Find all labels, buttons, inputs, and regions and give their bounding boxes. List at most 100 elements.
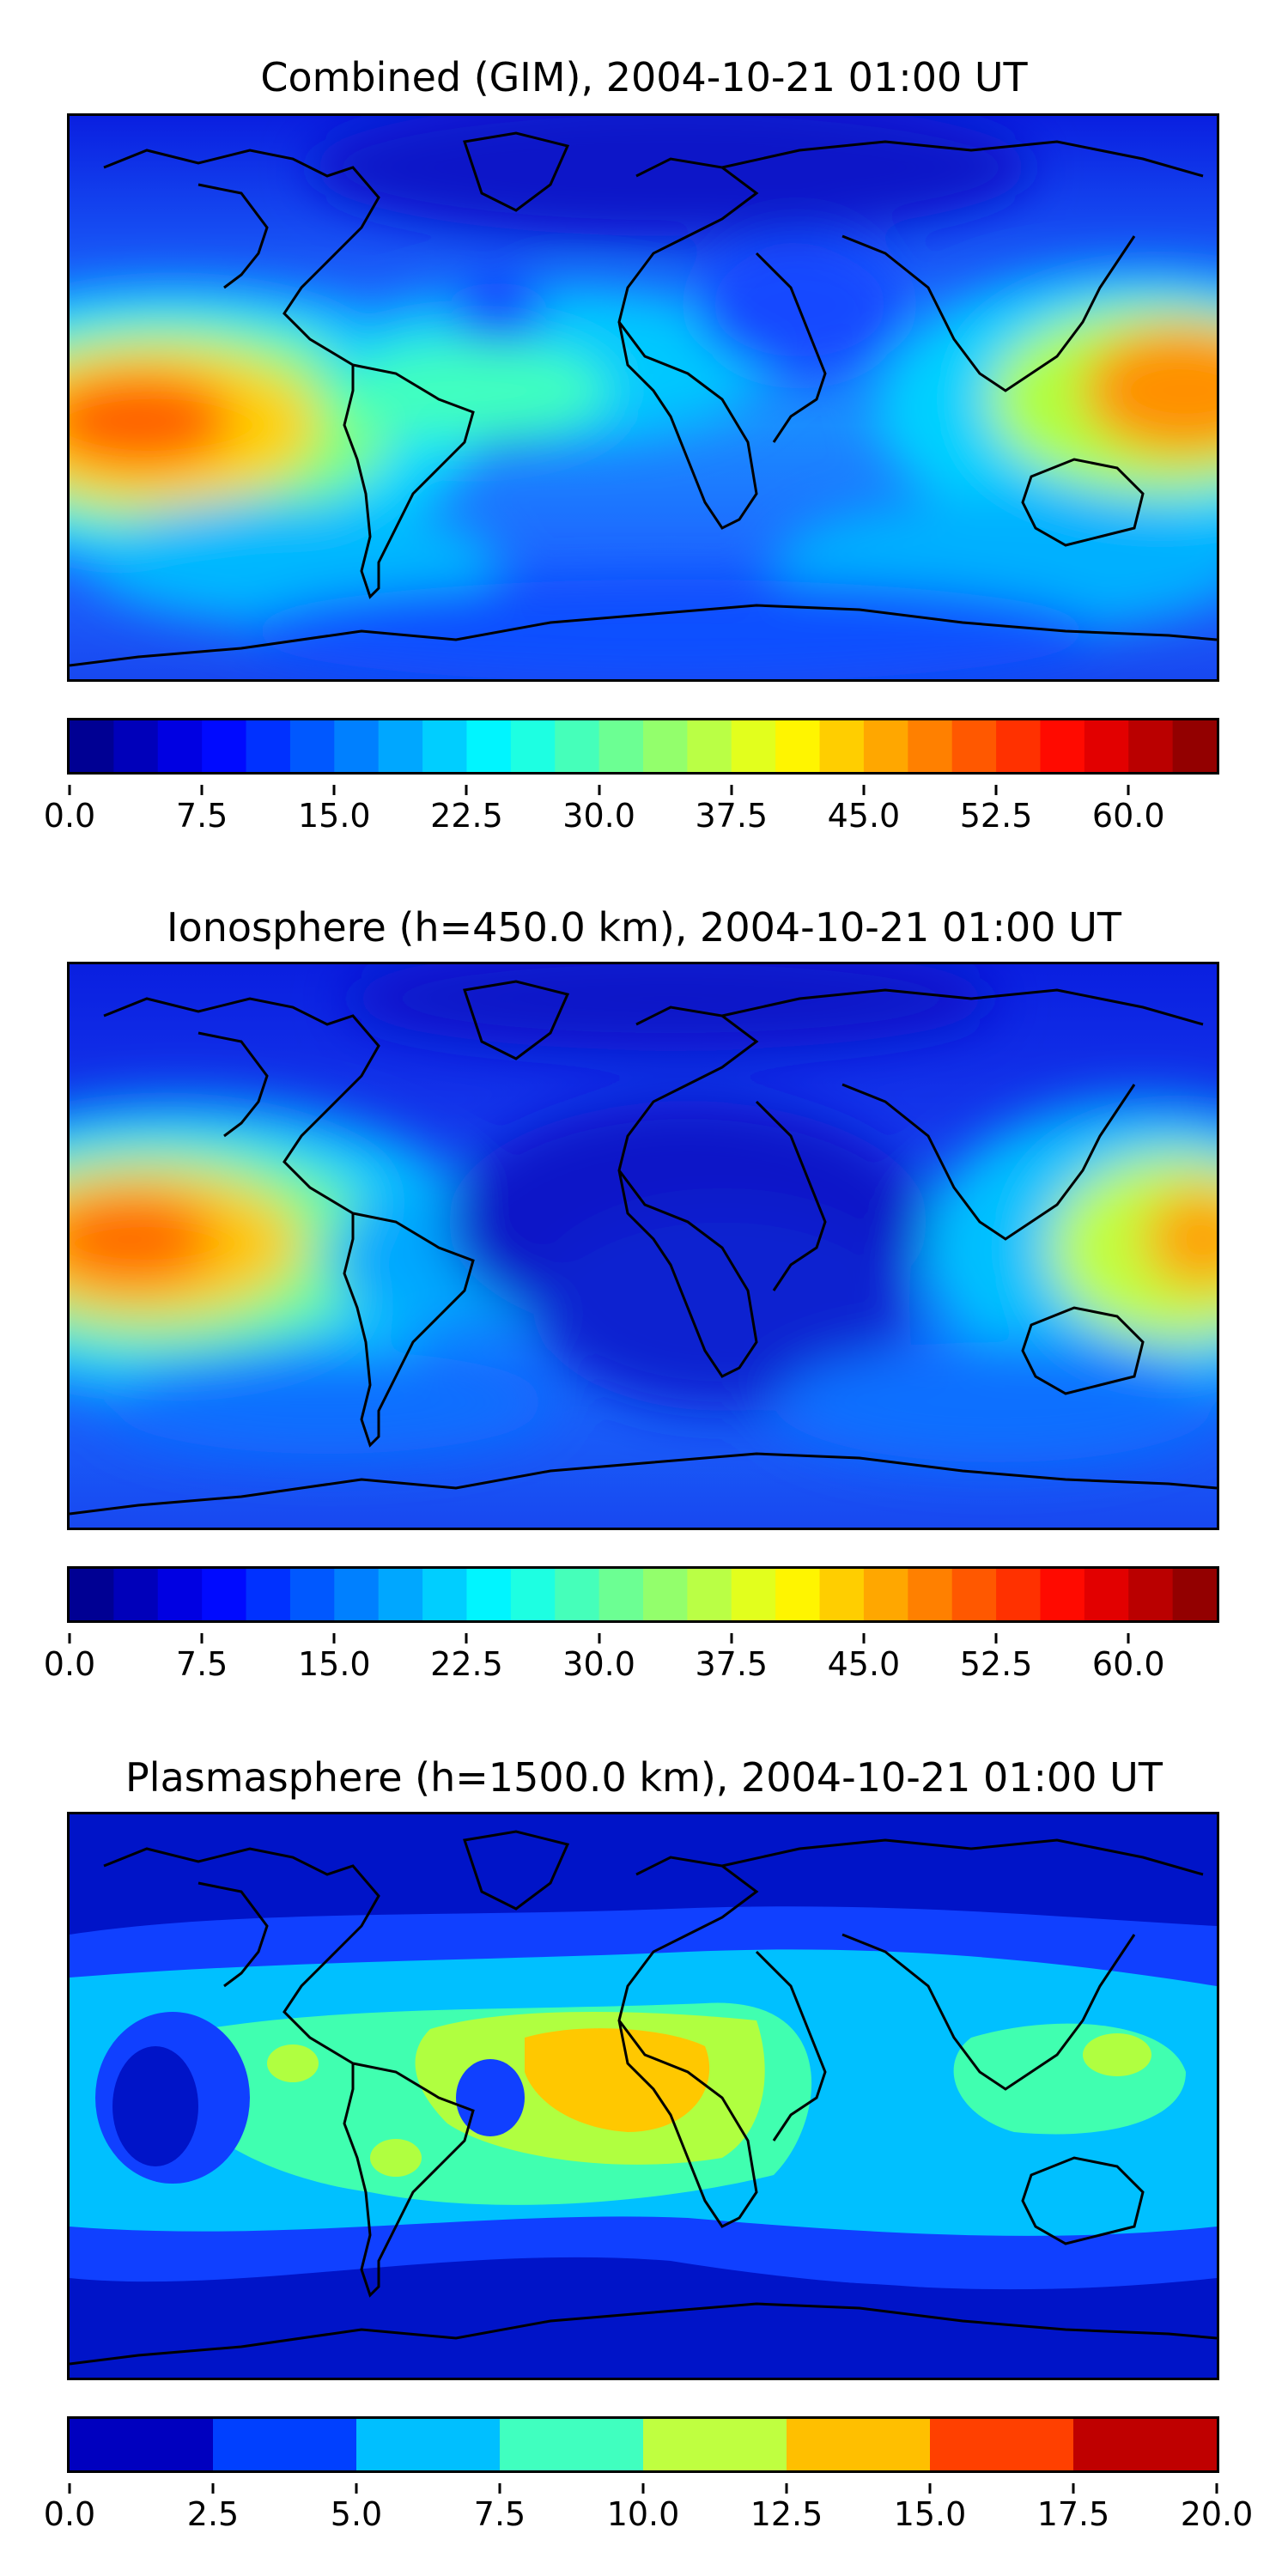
- colorbar-tick-label: 22.5: [430, 1645, 503, 1683]
- colorbar-level-15: [731, 1569, 776, 1620]
- colorbar-tick-label: 0.0: [43, 2495, 96, 2533]
- colorbar-level-24: [1128, 1569, 1174, 1620]
- colorbar-level-0: [70, 720, 114, 772]
- panel-3-colorbar: [67, 2416, 1219, 2473]
- colorbar-tick-label: 45.0: [827, 1645, 901, 1683]
- panel-1-map: [67, 113, 1219, 682]
- colorbar-level-17: [819, 720, 865, 772]
- colorbar-level-0: [70, 2419, 214, 2470]
- colorbar-tick-mark: [785, 2483, 788, 2494]
- colorbar-tick-mark: [994, 1633, 998, 1643]
- colorbar-tick-label: 15.0: [297, 797, 371, 835]
- colorbar-level-4: [246, 1569, 291, 1620]
- colorbar-tick-mark: [1127, 1633, 1130, 1643]
- colorbar-level-23: [1084, 720, 1129, 772]
- colorbar-level-17: [819, 1569, 865, 1620]
- colorbar-tick-label: 30.0: [562, 1645, 635, 1683]
- colorbar-level-23: [1084, 1569, 1129, 1620]
- panel-3-map: [67, 1812, 1219, 2380]
- colorbar-level-1: [213, 2419, 357, 2470]
- colorbar-level-12: [598, 1569, 644, 1620]
- colorbar-tick-label: 37.5: [695, 797, 769, 835]
- colorbar-tick-label: 7.5: [473, 2495, 526, 2533]
- colorbar-level-14: [687, 720, 732, 772]
- panel-2-colorbar-ticks: 0.0 7.5 15.0 22.5 30.0 37.5 45.0 52.5 60.0: [0, 1633, 1288, 1697]
- colorbar-level-4: [643, 2419, 787, 2470]
- colorbar-level-19: [908, 720, 953, 772]
- colorbar-level-22: [1040, 720, 1085, 772]
- colorbar-tick-label: 10.0: [606, 2495, 680, 2533]
- colorbar-tick-mark: [641, 2483, 645, 2494]
- colorbar-tick-mark: [465, 785, 468, 795]
- panel-2-field: [70, 964, 1217, 1462]
- colorbar-tick-label: 20.0: [1180, 2495, 1254, 2533]
- colorbar-level-15: [731, 720, 776, 772]
- colorbar-tick-mark: [730, 785, 733, 795]
- colorbar-tick-mark: [68, 2483, 71, 2494]
- colorbar-level-2: [157, 1569, 203, 1620]
- colorbar-tick-label: 5.0: [330, 2495, 383, 2533]
- colorbar-level-19: [908, 1569, 953, 1620]
- panel-1-field: [70, 116, 1217, 679]
- colorbar-tick-mark: [200, 1633, 204, 1643]
- colorbar-level-1: [113, 1569, 159, 1620]
- colorbar-level-5: [289, 1569, 335, 1620]
- colorbar-level-5: [787, 2419, 931, 2470]
- panel-3-map-svg: [70, 1814, 1217, 2378]
- panel-1-colorbar: [67, 718, 1219, 775]
- colorbar-level-20: [951, 1569, 997, 1620]
- colorbar-tick-mark: [1072, 2483, 1075, 2494]
- colorbar-tick-mark: [332, 785, 336, 795]
- colorbar-level-14: [687, 1569, 732, 1620]
- colorbar-level-2: [356, 2419, 501, 2470]
- colorbar-level-13: [643, 1569, 688, 1620]
- panel-2-colorbar-svg: [70, 1569, 1217, 1620]
- colorbar-tick-label: 0.0: [43, 1645, 96, 1683]
- colorbar-level-21: [996, 720, 1042, 772]
- colorbar-tick-label: 60.0: [1091, 1645, 1165, 1683]
- colorbar-level-7: [378, 1569, 423, 1620]
- colorbar-level-25: [1172, 1569, 1217, 1620]
- colorbar-level-21: [996, 1569, 1042, 1620]
- colorbar-level-18: [863, 1569, 908, 1620]
- panel-1-colorbar-ticks: 0.0 7.5 15.0 22.5 30.0 37.5 45.0 52.5 60.0: [0, 785, 1288, 848]
- colorbar-level-25: [1172, 720, 1217, 772]
- panel-2-title: Ionosphere (h=450.0 km), 2004-10-21 01:0…: [167, 904, 1121, 951]
- colorbar-tick-mark: [862, 785, 866, 795]
- colorbar-tick-label: 52.5: [959, 1645, 1033, 1683]
- panel-3-field: [70, 1814, 1217, 2378]
- colorbar-level-10: [510, 720, 556, 772]
- colorbar-level-5: [289, 720, 335, 772]
- colorbar-tick-label: 0.0: [43, 797, 96, 835]
- panel-2-coastlines: [70, 980, 1217, 1516]
- colorbar-level-11: [555, 720, 600, 772]
- colorbar-level-6: [334, 1569, 380, 1620]
- colorbar-tick-label: 37.5: [695, 1645, 769, 1683]
- panel-1-coastlines: [70, 131, 1217, 667]
- colorbar-tick-mark: [994, 785, 998, 795]
- colorbar-tick-label: 30.0: [562, 797, 635, 835]
- colorbar-tick-mark: [928, 2483, 932, 2494]
- colorbar-level-9: [466, 720, 512, 772]
- colorbar-level-16: [775, 720, 821, 772]
- colorbar-level-6: [334, 720, 380, 772]
- colorbar-level-3: [500, 2419, 644, 2470]
- colorbar-tick-label: 60.0: [1091, 797, 1165, 835]
- colorbar-level-13: [643, 720, 688, 772]
- colorbar-tick-mark: [730, 1633, 733, 1643]
- colorbar-tick-label: 7.5: [175, 797, 228, 835]
- colorbar-level-4: [246, 720, 291, 772]
- panel-1-map-svg: [70, 116, 1217, 679]
- colorbar-tick-mark: [598, 1633, 601, 1643]
- colorbar-level-0: [70, 1569, 114, 1620]
- colorbar-level-11: [555, 1569, 600, 1620]
- colorbar-level-18: [863, 720, 908, 772]
- colorbar-level-3: [202, 720, 247, 772]
- panel-2-map: [67, 962, 1219, 1530]
- colorbar-level-7: [378, 720, 423, 772]
- colorbar-tick-mark: [498, 2483, 501, 2494]
- panel-1-title: Combined (GIM), 2004-10-21 01:00 UT: [260, 54, 1028, 100]
- colorbar-tick-mark: [465, 1633, 468, 1643]
- colorbar-tick-mark: [68, 785, 71, 795]
- colorbar-level-24: [1128, 720, 1174, 772]
